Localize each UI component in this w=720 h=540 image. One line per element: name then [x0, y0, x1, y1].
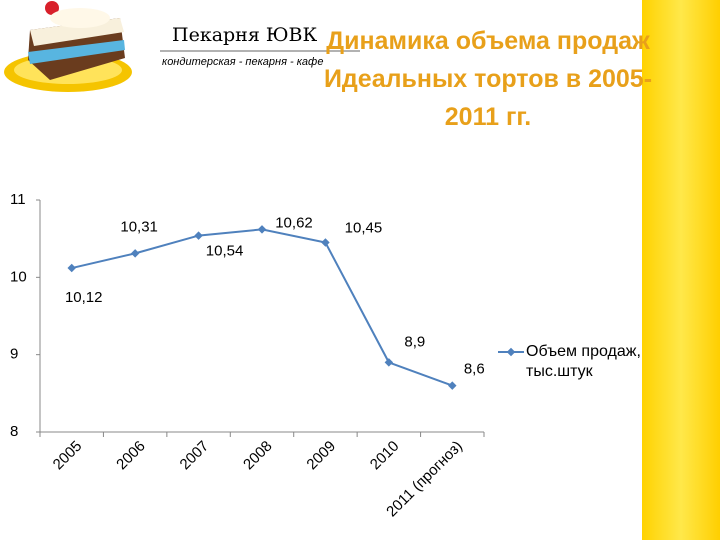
data-label: 10,54	[206, 243, 244, 260]
x-tick-label: 2009	[303, 438, 339, 474]
data-label: 8,9	[404, 333, 425, 350]
side-strip	[642, 0, 720, 540]
marker	[448, 381, 457, 390]
x-tick-label: 2007	[177, 438, 213, 474]
y-tick-label: 11	[10, 191, 26, 208]
x-tick-label: 2006	[113, 438, 149, 474]
y-tick-label: 8	[10, 423, 18, 440]
x-tick-label: 2005	[50, 438, 86, 474]
legend-label: Объем продаж, тыс.штук	[526, 343, 641, 380]
logo-tagline: кондитерская - пекарня - кафе	[162, 56, 323, 68]
x-tick-label: 2010	[367, 438, 403, 474]
marker	[194, 231, 203, 240]
data-label: 10,45	[345, 220, 383, 237]
y-tick-label: 9	[10, 346, 18, 363]
data-label: 8,6	[464, 361, 485, 378]
legend: Объем продаж, тыс.штук	[496, 342, 656, 382]
marker	[67, 263, 76, 273]
marker	[384, 358, 394, 367]
series-line	[71, 228, 453, 387]
logo-name: Пекарня ЮВК	[172, 24, 318, 46]
marker	[130, 249, 140, 258]
logo: Пекарня ЮВК кондитерская - пекарня - каф…	[4, 1, 360, 92]
data-label: 10,62	[275, 214, 313, 231]
x-tick-label: 2008	[240, 438, 276, 474]
legend-marker	[498, 347, 524, 357]
marker	[257, 225, 267, 234]
y-tick-label: 10	[10, 268, 27, 285]
data-label: 10,31	[120, 218, 158, 235]
chart-title: Динамика объема продаж Идеальных тортов …	[323, 27, 653, 131]
marker	[321, 238, 330, 247]
data-label: 10,12	[65, 289, 103, 306]
